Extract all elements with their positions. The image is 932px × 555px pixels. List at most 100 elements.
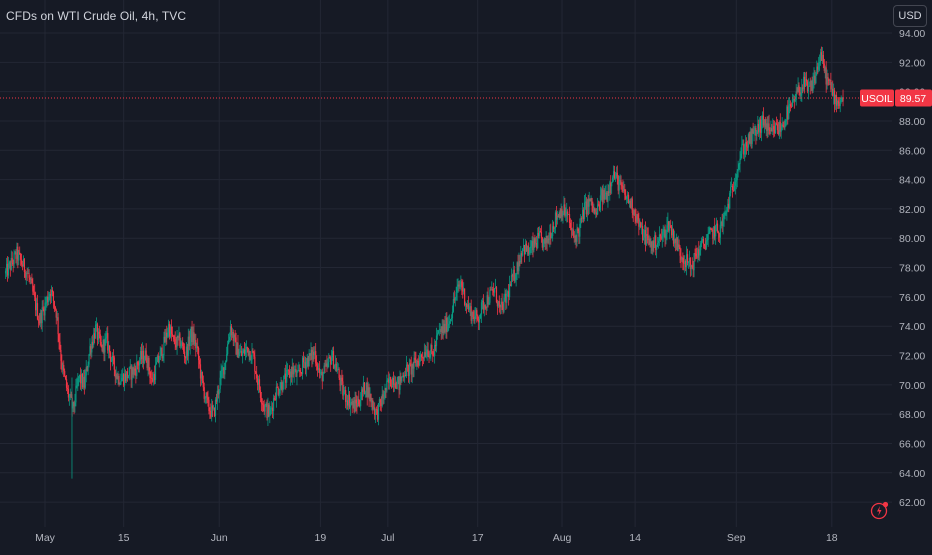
candle-body — [189, 337, 191, 347]
candle-body — [250, 359, 252, 361]
candle-body — [355, 399, 357, 404]
candle-body — [839, 102, 841, 106]
lightning-alert-icon[interactable] — [870, 500, 890, 520]
candle-body — [652, 240, 654, 251]
candle-body — [387, 379, 389, 381]
candle-body — [680, 255, 682, 260]
candle-body — [520, 253, 522, 263]
candle-body — [709, 227, 711, 233]
candle-body — [607, 191, 609, 202]
candle-body — [44, 302, 46, 316]
candle-body — [47, 296, 49, 302]
candle-body — [804, 76, 806, 87]
candle-body — [664, 229, 666, 239]
candle-body — [512, 269, 514, 277]
candle-body — [548, 238, 550, 240]
candle-body — [538, 233, 540, 236]
candle-body — [236, 342, 238, 355]
candle-body — [23, 259, 25, 273]
candle-body — [829, 80, 831, 81]
candle-body — [567, 211, 569, 215]
candle-body — [225, 361, 227, 363]
candle-body — [263, 404, 265, 412]
candle-body — [390, 377, 392, 387]
candle-body — [822, 54, 824, 64]
candle-body — [755, 127, 757, 137]
candle-body — [757, 123, 759, 132]
candle-body — [217, 390, 219, 395]
time-axis[interactable]: May 15 Jun 19 Jul 17 Aug 14 Sep 18 — [35, 532, 838, 544]
candle-body — [465, 304, 468, 307]
candle-body — [26, 272, 28, 274]
candle-body — [769, 130, 771, 132]
candle-body — [31, 278, 33, 284]
candle-body — [785, 119, 787, 121]
candle-body — [582, 209, 584, 219]
currency-button[interactable]: USD — [893, 5, 927, 27]
candle-body — [53, 300, 55, 307]
price-tick-label: 86.00 — [899, 145, 925, 157]
candle-body — [258, 379, 261, 391]
candle-body — [621, 185, 623, 187]
candle-body — [378, 399, 380, 404]
candle-body — [332, 351, 335, 369]
candle-body — [228, 336, 231, 341]
candle-body — [371, 400, 373, 403]
candle-body — [422, 357, 425, 359]
candle-body — [207, 397, 209, 400]
candle-body — [449, 319, 452, 322]
candle-body — [124, 373, 127, 381]
candle-body — [227, 340, 230, 345]
candle-body — [477, 315, 479, 320]
candle-body — [546, 236, 548, 243]
grid — [0, 0, 892, 527]
candle-body — [156, 355, 158, 363]
candle-body — [564, 204, 566, 216]
candle-body — [833, 90, 835, 96]
candle-body — [430, 345, 432, 354]
candle-body — [382, 394, 384, 399]
candle-body — [10, 257, 12, 270]
candle-body — [561, 208, 563, 217]
candle-body — [226, 354, 228, 362]
candle-body — [526, 245, 528, 252]
candle-body — [213, 407, 216, 416]
candle-body — [277, 387, 279, 395]
candle-body — [656, 247, 658, 250]
candle-body — [522, 248, 524, 256]
candle-body — [262, 403, 264, 405]
candle-body — [285, 373, 287, 383]
candle-body — [79, 374, 82, 384]
candle-body — [356, 403, 358, 407]
candle-body — [388, 379, 390, 383]
candle-body — [832, 88, 834, 96]
candle-body — [447, 324, 449, 332]
candle-body — [74, 402, 76, 407]
candle-body — [500, 301, 502, 308]
candle-body — [787, 106, 789, 119]
candle-body — [184, 356, 187, 359]
price-axis[interactable]: 62.00 64.00 66.00 68.00 70.00 72.00 74.00 76.00… — [899, 28, 925, 509]
candle-body — [343, 392, 345, 396]
candle-body — [363, 382, 366, 394]
candle-body — [163, 336, 165, 356]
candle-body — [656, 242, 659, 248]
candle-body — [760, 119, 762, 133]
candle-body — [386, 380, 388, 391]
candle-body — [192, 332, 194, 343]
candle-body — [426, 349, 428, 355]
candle-body — [351, 401, 353, 405]
candle-body — [707, 233, 709, 240]
candle-body — [583, 202, 586, 219]
candle-body — [750, 131, 752, 145]
candle-body — [754, 127, 756, 132]
candle-body — [629, 200, 632, 208]
candle-body — [172, 335, 174, 337]
candle-body — [441, 326, 443, 333]
candle-body — [636, 214, 638, 222]
candle-body — [320, 371, 322, 373]
candle-body — [695, 253, 697, 257]
candle-body — [641, 226, 644, 240]
